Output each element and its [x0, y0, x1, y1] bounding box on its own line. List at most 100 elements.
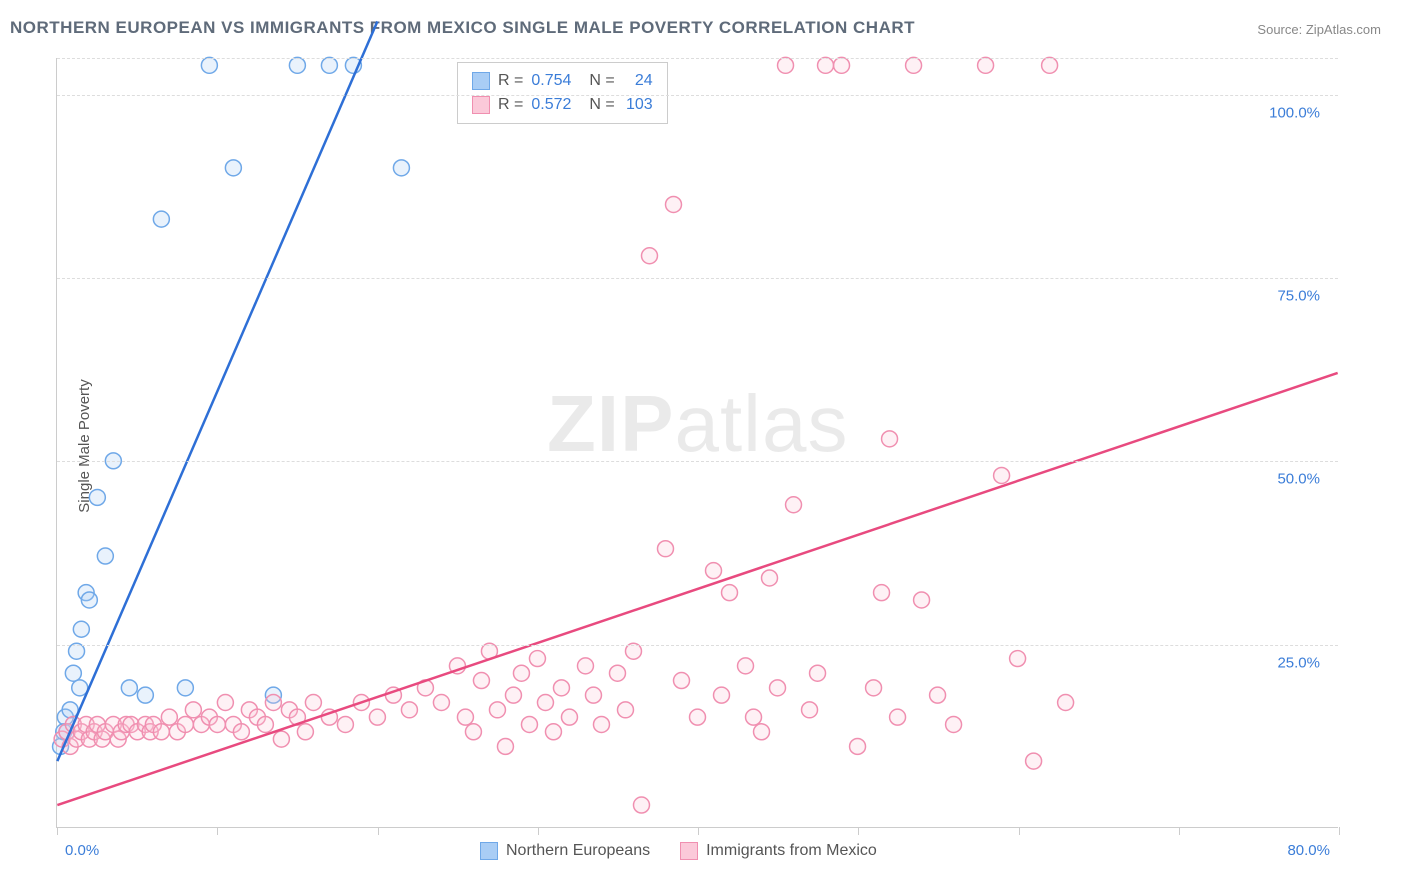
y-tick-label: 50.0% [1277, 471, 1320, 488]
data-point [121, 680, 137, 696]
data-point [521, 716, 537, 732]
x-tick [538, 827, 539, 835]
data-point [714, 687, 730, 703]
data-point [297, 724, 313, 740]
legend-swatch [480, 842, 498, 860]
legend-n-value: 103 [623, 93, 653, 117]
legend-row: R =0.572N =103 [472, 93, 653, 117]
source-credit: Source: ZipAtlas.com [1257, 22, 1381, 37]
data-point [553, 680, 569, 696]
legend-n-label: N = [589, 93, 614, 117]
data-point [617, 702, 633, 718]
data-point [321, 57, 337, 73]
data-point [185, 702, 201, 718]
data-point [177, 716, 193, 732]
data-point [834, 57, 850, 73]
data-point [433, 695, 449, 711]
x-tick-label: 0.0% [65, 842, 99, 859]
data-point [754, 724, 770, 740]
legend-swatch [680, 842, 698, 860]
y-tick-label: 100.0% [1269, 104, 1320, 121]
data-point [465, 724, 481, 740]
gridline [57, 645, 1338, 646]
data-point [609, 665, 625, 681]
data-point [882, 431, 898, 447]
data-point [457, 709, 473, 725]
legend-r-label: R = [498, 69, 523, 93]
data-point [585, 687, 601, 703]
x-tick [1179, 827, 1180, 835]
x-tick [57, 827, 58, 835]
data-point [658, 541, 674, 557]
data-point [906, 57, 922, 73]
data-point [850, 738, 866, 754]
data-point [770, 680, 786, 696]
gridline [57, 278, 1338, 279]
correlation-legend: R =0.754N =24R =0.572N =103 [457, 62, 668, 124]
data-point [497, 738, 513, 754]
legend-label: Immigrants from Mexico [706, 842, 877, 860]
legend-n-label: N = [589, 69, 614, 93]
data-point [874, 585, 890, 601]
data-point [810, 665, 826, 681]
x-tick [698, 827, 699, 835]
data-point [1026, 753, 1042, 769]
trend-line [57, 21, 377, 761]
gridline [57, 95, 1338, 96]
source-link[interactable]: ZipAtlas.com [1306, 22, 1381, 37]
legend-r-value: 0.572 [531, 93, 581, 117]
data-point [265, 695, 281, 711]
legend-item: Northern Europeans [480, 842, 650, 860]
data-point [489, 702, 505, 718]
trend-line [57, 373, 1337, 805]
data-point [561, 709, 577, 725]
gridline [57, 58, 1338, 59]
data-point [1010, 651, 1026, 667]
data-point [257, 716, 273, 732]
data-point [577, 658, 593, 674]
data-point [81, 592, 97, 608]
data-point [137, 687, 153, 703]
data-point [473, 673, 489, 689]
data-point [914, 592, 930, 608]
data-point [73, 621, 89, 637]
legend-r-value: 0.754 [531, 69, 581, 93]
legend-swatch [472, 96, 490, 114]
data-point [786, 497, 802, 513]
data-point [946, 716, 962, 732]
x-tick [858, 827, 859, 835]
data-point [529, 651, 545, 667]
gridline [57, 461, 1338, 462]
data-point [177, 680, 193, 696]
data-point [97, 548, 113, 564]
legend-n-value: 24 [623, 69, 653, 93]
data-point [369, 709, 385, 725]
data-point [209, 716, 225, 732]
data-point [225, 160, 241, 176]
x-tick [378, 827, 379, 835]
legend-item: Immigrants from Mexico [680, 842, 877, 860]
data-point [674, 673, 690, 689]
data-point [153, 724, 169, 740]
chart-svg [57, 58, 1338, 827]
legend-swatch [472, 72, 490, 90]
data-point [161, 709, 177, 725]
data-point [89, 489, 105, 505]
data-point [153, 211, 169, 227]
data-point [666, 196, 682, 212]
data-point [866, 680, 882, 696]
data-point [1042, 57, 1058, 73]
x-tick [217, 827, 218, 835]
data-point [978, 57, 994, 73]
data-point [818, 57, 834, 73]
data-point [722, 585, 738, 601]
data-point [706, 563, 722, 579]
data-point [746, 709, 762, 725]
data-point [537, 695, 553, 711]
data-point [513, 665, 529, 681]
plot-area: ZIPatlas R =0.754N =24R =0.572N =103 25.… [56, 58, 1338, 828]
x-tick [1019, 827, 1020, 835]
data-point [401, 702, 417, 718]
series-legend: Northern Europeans Immigrants from Mexico [480, 842, 877, 860]
x-tick [1339, 827, 1340, 835]
